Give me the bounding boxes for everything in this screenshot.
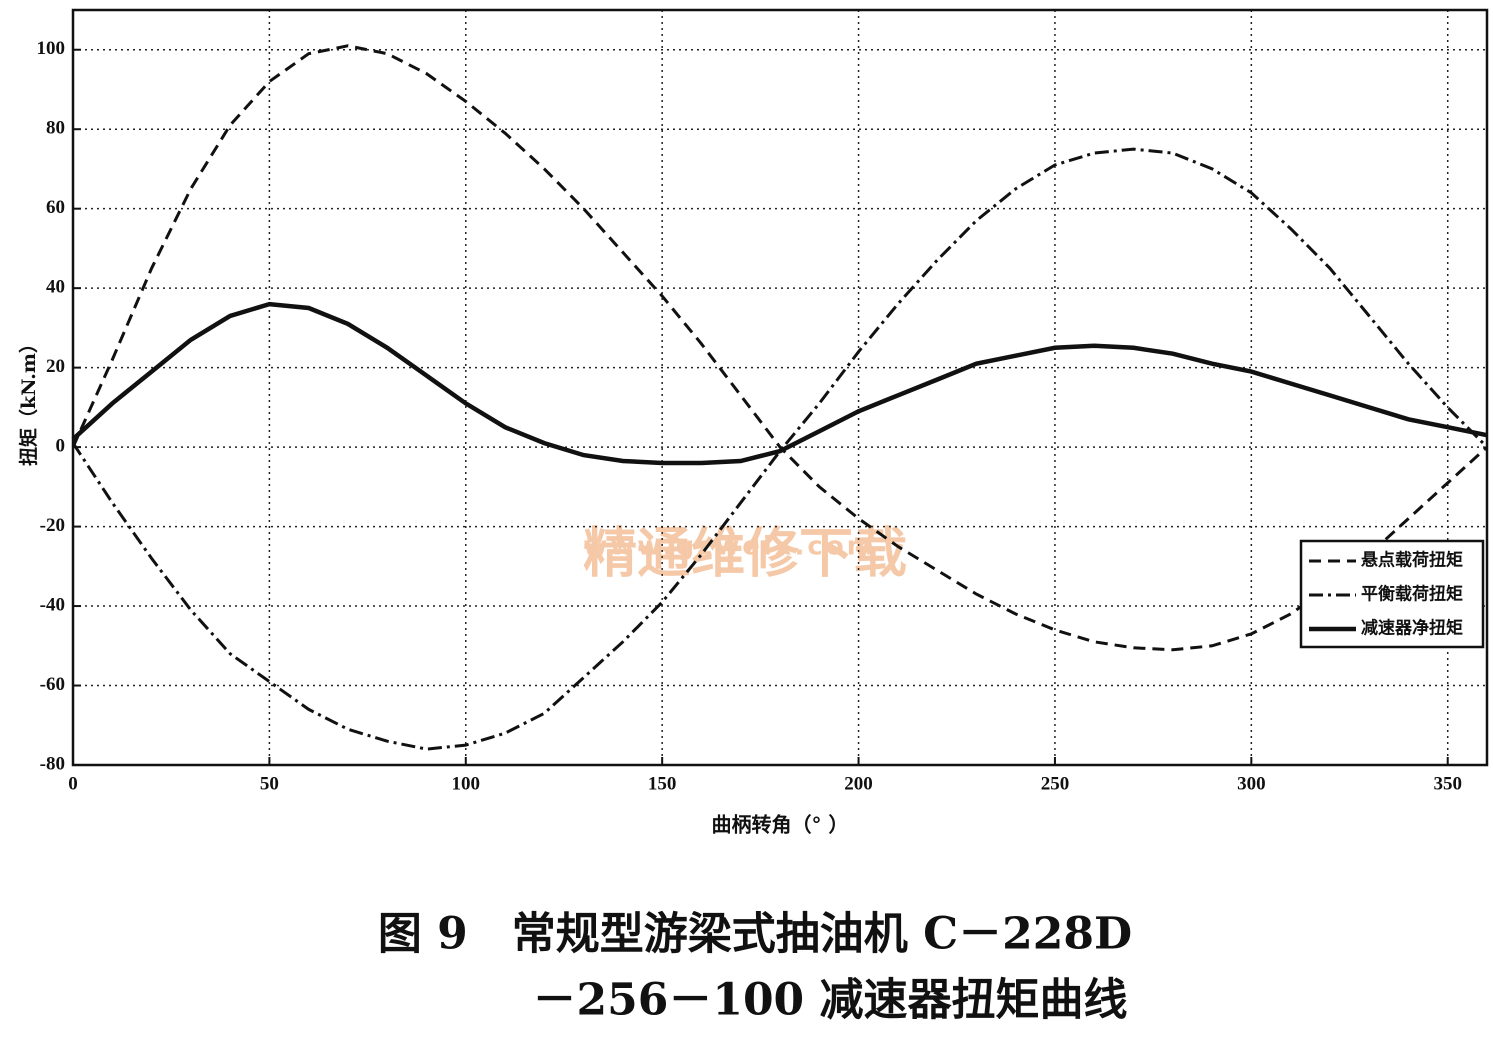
x-tick-label: 0 [68, 773, 78, 794]
y-tick-label: -20 [40, 515, 65, 536]
plot-frame [71, 8, 1489, 767]
y-tick-label: 80 [46, 118, 65, 139]
legend-label: 悬点载荷扭矩 [1361, 550, 1463, 571]
watermark-url: www.gzweix.com [583, 532, 877, 562]
x-tick-label: 150 [648, 773, 677, 794]
y-tick-label: -60 [40, 674, 65, 695]
watermark: 精通维修下载 [583, 522, 907, 585]
line-series [71, 147, 1489, 751]
legend-label: 平衡载荷扭矩 [1361, 584, 1463, 605]
y-tick-label: 20 [46, 356, 65, 377]
y-tick-label: 40 [46, 277, 65, 298]
line-series [71, 301, 1488, 466]
x-tick-label: 300 [1237, 773, 1266, 794]
x-axis-label: 曲柄转角（° ） [712, 813, 849, 837]
x-tick-label: 350 [1433, 773, 1462, 794]
y-axis-label: 扭矩（kN.m） [17, 334, 40, 466]
x-tick-label: 250 [1041, 773, 1070, 794]
caption-line: 图 9 常规型游梁式抽油机 C－228D [378, 909, 1132, 960]
legend-label: 减速器净扭矩 [1361, 618, 1463, 639]
y-tick-label: -80 [40, 753, 65, 774]
line-series [71, 44, 1489, 652]
y-tick-label: 60 [46, 197, 65, 218]
x-tick-label: 50 [260, 773, 279, 794]
y-tick-label: -40 [40, 594, 65, 615]
x-tick-label: 100 [452, 773, 481, 794]
caption-line: －256－100 减速器扭矩曲线 [532, 975, 1127, 1026]
y-tick-label: 0 [56, 435, 66, 456]
x-tick-label: 200 [844, 773, 873, 794]
y-tick-label: 100 [37, 38, 66, 59]
